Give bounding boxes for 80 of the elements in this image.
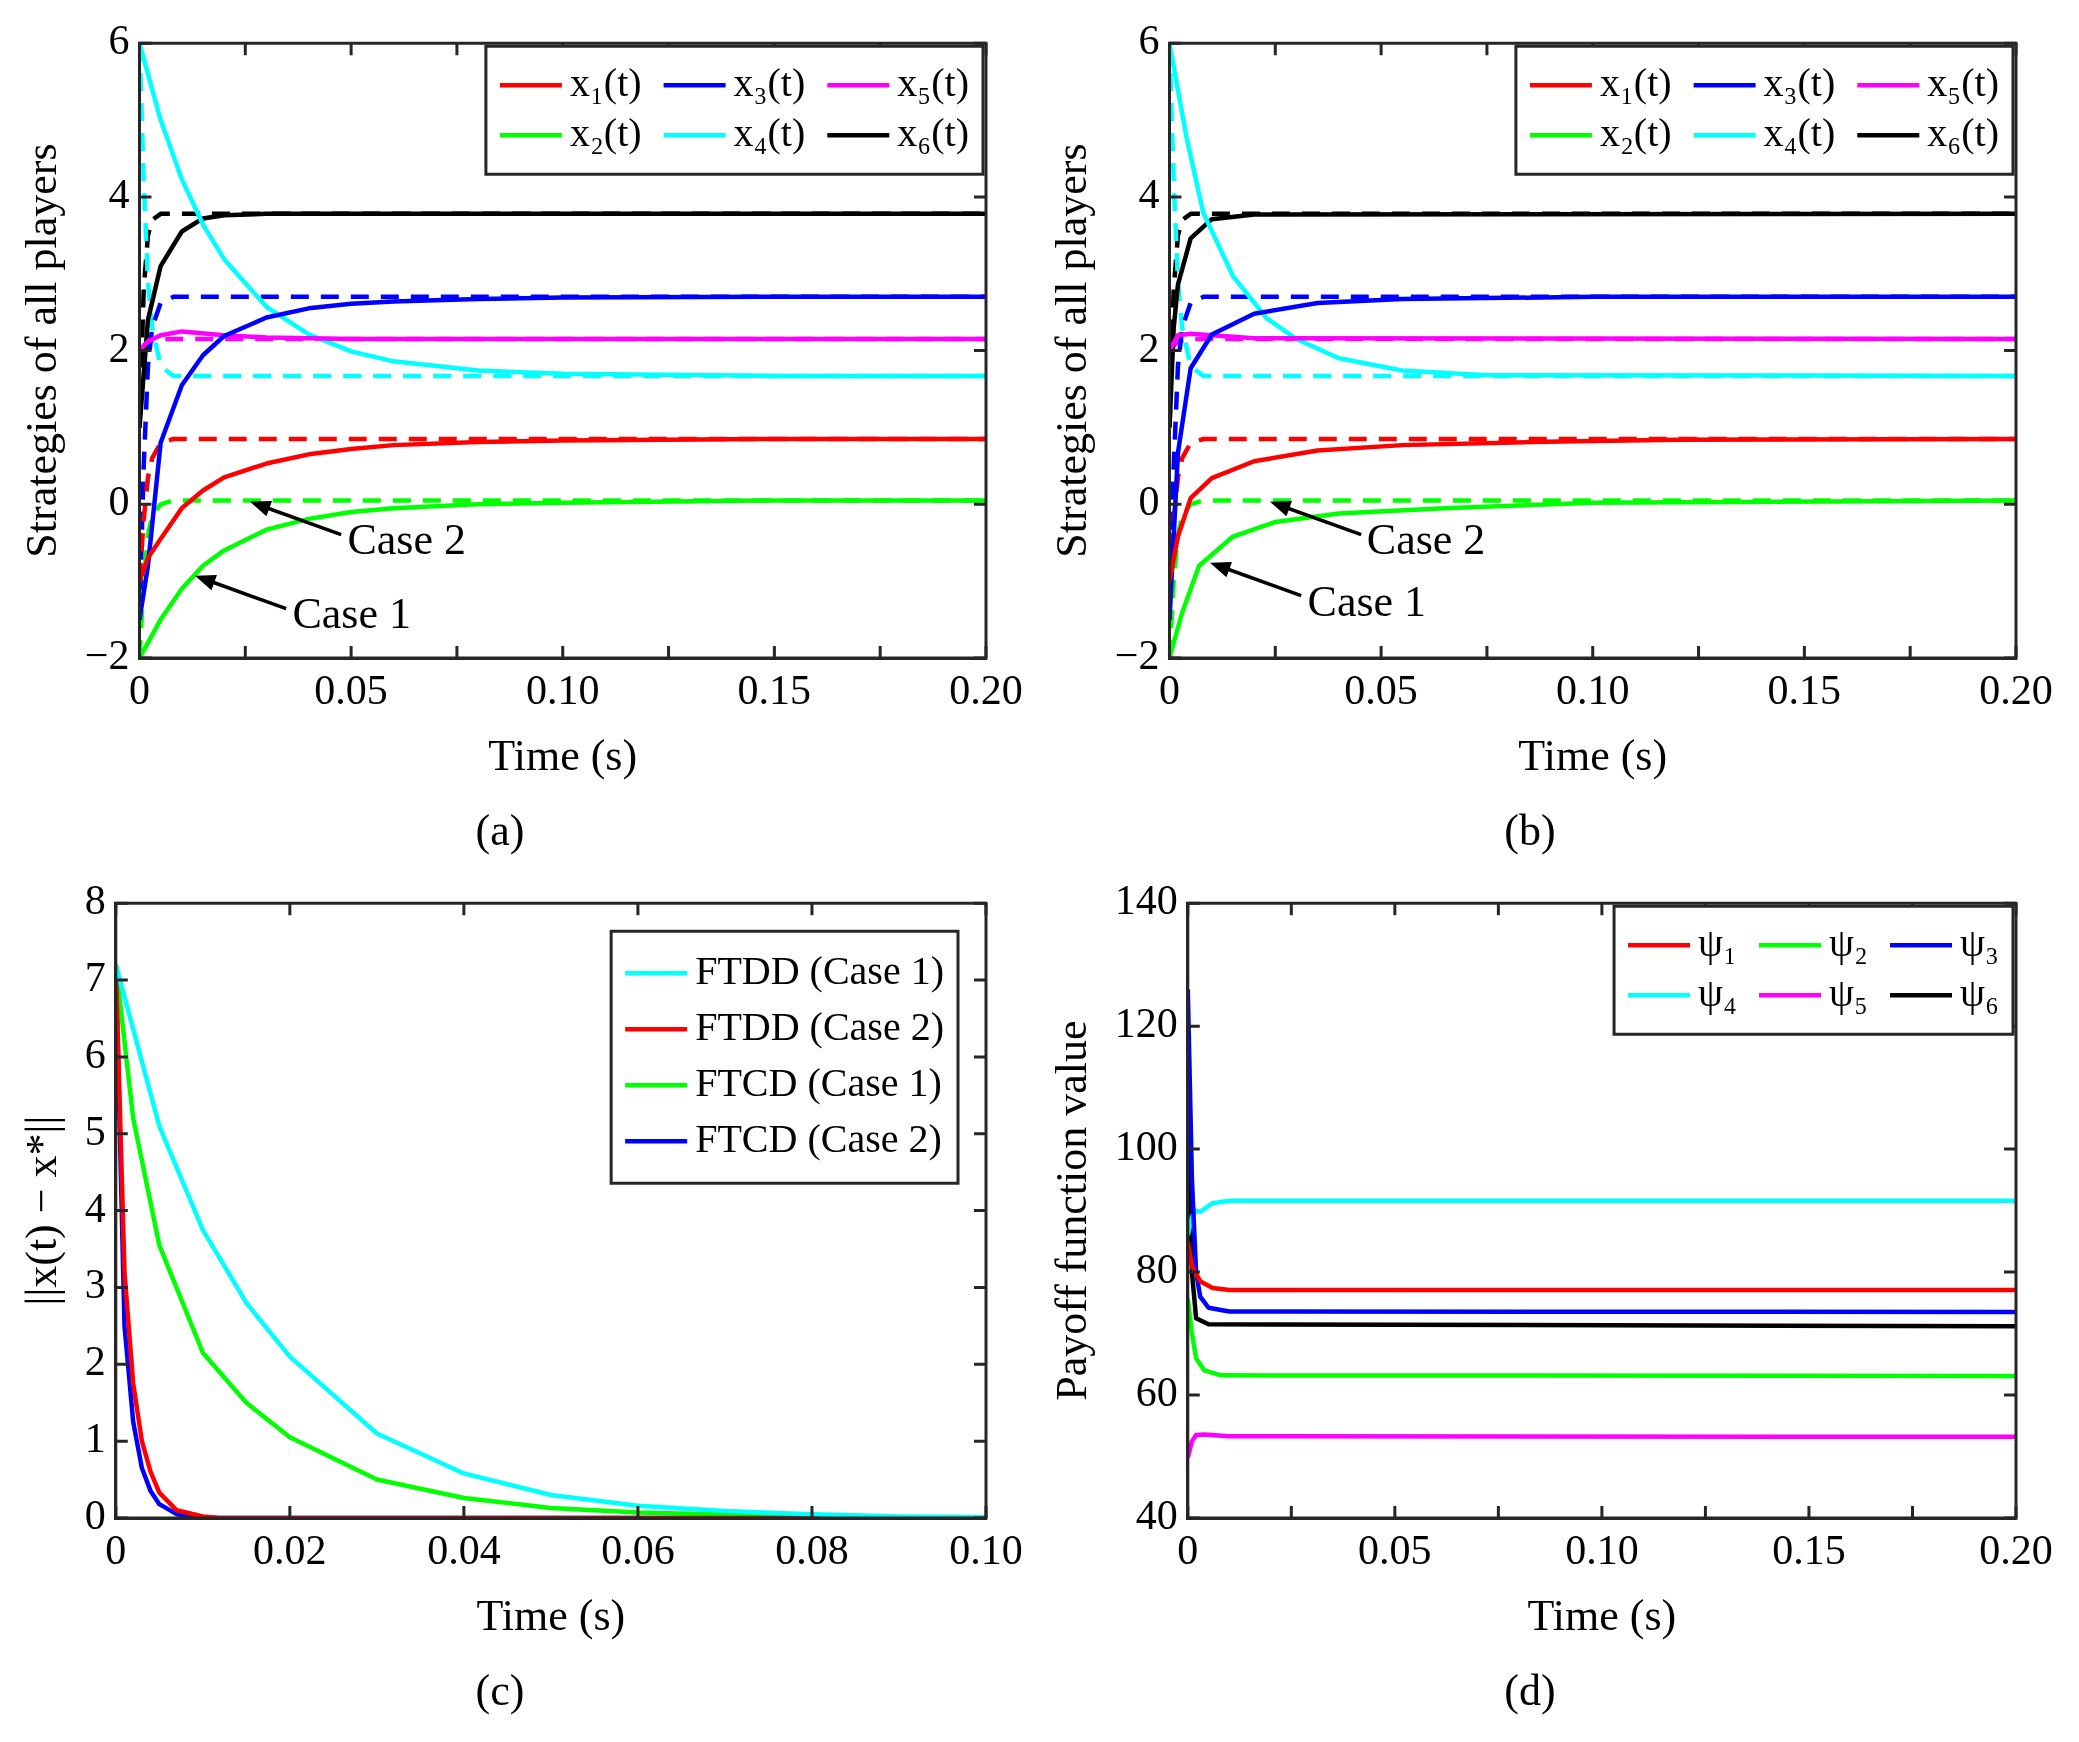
y-tick-label: −2 bbox=[1114, 632, 1160, 679]
legend-label: FTCD (Case 1) bbox=[695, 1059, 942, 1105]
annotation: Case 2 bbox=[1366, 515, 1486, 565]
y-tick-label: 140 bbox=[1114, 877, 1178, 924]
y-tick-label: 6 bbox=[1138, 17, 1160, 64]
x-tick-label: 0.05 bbox=[1344, 667, 1418, 714]
legend-label: x₅(t) bbox=[897, 59, 969, 105]
y-tick-label: 6 bbox=[108, 17, 130, 64]
y-tick-label: 100 bbox=[1114, 1123, 1178, 1170]
y-tick-label: 0 bbox=[108, 478, 130, 525]
x-tick-label: 0.15 bbox=[1772, 1527, 1846, 1574]
text: (b) bbox=[1504, 806, 1556, 856]
y-tick-label: 5 bbox=[84, 1107, 106, 1154]
legend-label: ψ₂ bbox=[1829, 919, 1869, 965]
y-tick-label: 80 bbox=[1135, 1246, 1178, 1293]
annotation: Case 1 bbox=[292, 588, 411, 638]
annotation: Case 2 bbox=[347, 515, 466, 565]
y-tick-label: 120 bbox=[1114, 1000, 1178, 1047]
y-tick-label: 40 bbox=[1135, 1492, 1178, 1539]
legend-label: ψ₄ bbox=[1698, 969, 1738, 1015]
y-tick-label: 1 bbox=[84, 1415, 106, 1462]
y-tick-label: 6 bbox=[84, 1030, 106, 1077]
x-tick-label: 0.15 bbox=[737, 667, 812, 714]
x-tick-label: 0.10 bbox=[949, 1527, 1023, 1574]
y-tick-label: 60 bbox=[1135, 1369, 1178, 1416]
y-axis-title: Strategies of all players bbox=[16, 143, 66, 558]
y-axis-title: Payoff function value bbox=[1046, 1020, 1096, 1401]
legend-label: ψ₅ bbox=[1829, 969, 1869, 1015]
x-tick-label: 0.20 bbox=[1979, 667, 2053, 714]
legend-label: x₃(t) bbox=[1763, 59, 1836, 105]
x-axis-title: Time (s) bbox=[488, 731, 638, 781]
legend-label: x₄(t) bbox=[733, 109, 806, 155]
legend-label: x₁(t) bbox=[1599, 59, 1672, 105]
legend-label: x₅(t) bbox=[1927, 59, 1999, 105]
x-tick-label: 0.10 bbox=[525, 667, 600, 714]
x-axis-title: Time (s) bbox=[476, 1591, 626, 1641]
y-tick-label: 3 bbox=[84, 1261, 106, 1308]
y-tick-label: −2 bbox=[84, 632, 130, 679]
legend-label: ψ₃ bbox=[1960, 919, 1999, 965]
y-axis-title: ||x(t) − x*|| bbox=[16, 1115, 66, 1306]
y-tick-label: 2 bbox=[1138, 324, 1160, 371]
x-axis-title: Time (s) bbox=[1527, 1591, 1677, 1641]
y-tick-label: 0 bbox=[1138, 478, 1160, 525]
legend-label: FTCD (Case 2) bbox=[695, 1115, 942, 1161]
y-axis-title: Strategies of all players bbox=[1046, 143, 1096, 558]
y-tick-label: 8 bbox=[84, 877, 106, 924]
text: (c) bbox=[475, 1666, 525, 1716]
x-axis-title: Time (s) bbox=[1518, 731, 1668, 781]
x-tick-label: 0.05 bbox=[1358, 1527, 1432, 1574]
x-tick-label: 0.20 bbox=[1979, 1527, 2053, 1574]
x-tick-label: 0.10 bbox=[1565, 1527, 1639, 1574]
x-tick-label: 0.08 bbox=[775, 1527, 849, 1574]
legend-label: x₂(t) bbox=[569, 109, 642, 155]
legend-label: x₆(t) bbox=[1927, 109, 1999, 155]
x-tick-label: 0.15 bbox=[1767, 667, 1842, 714]
y-tick-label: 2 bbox=[108, 324, 130, 371]
y-tick-label: 4 bbox=[1138, 170, 1160, 217]
x-tick-label: 0.06 bbox=[601, 1527, 675, 1574]
x-tick-label: 0.10 bbox=[1555, 667, 1630, 714]
y-tick-label: 7 bbox=[84, 954, 106, 1001]
y-tick-label: 4 bbox=[108, 170, 130, 217]
x-tick-label: 0.04 bbox=[427, 1527, 501, 1574]
y-tick-label: 2 bbox=[84, 1338, 106, 1385]
legend-label: x₂(t) bbox=[1599, 109, 1672, 155]
legend-label: ψ₁ bbox=[1698, 919, 1738, 965]
text: (d) bbox=[1504, 1666, 1556, 1716]
legend-label: x₆(t) bbox=[897, 109, 969, 155]
text: (a) bbox=[475, 806, 525, 856]
x-tick-label: 0.05 bbox=[314, 667, 388, 714]
legend-label: x₃(t) bbox=[733, 59, 806, 105]
legend-label: FTDD (Case 1) bbox=[695, 947, 945, 993]
x-tick-label: 0.20 bbox=[949, 667, 1023, 714]
legend-label: x₄(t) bbox=[1763, 109, 1836, 155]
y-tick-label: 4 bbox=[84, 1184, 106, 1231]
legend-label: ψ₆ bbox=[1960, 969, 1999, 1015]
legend-label: x₁(t) bbox=[569, 59, 642, 105]
legend-label: FTDD (Case 2) bbox=[695, 1003, 945, 1049]
annotation: Case 1 bbox=[1307, 576, 1427, 626]
x-tick-label: 0.02 bbox=[253, 1527, 327, 1574]
y-tick-label: 0 bbox=[84, 1492, 106, 1539]
